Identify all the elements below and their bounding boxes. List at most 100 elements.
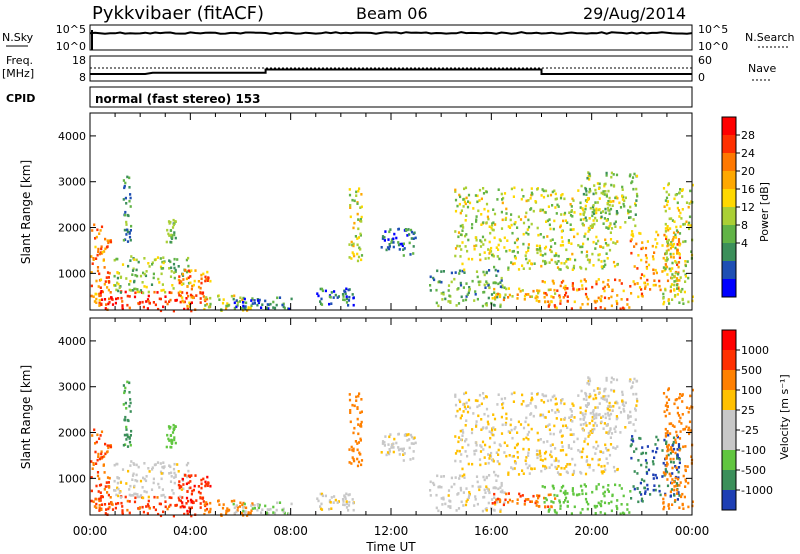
velocity-cell [505,492,508,496]
power-cell [633,265,636,268]
velocity-cell [607,405,610,408]
power-cell [329,296,332,299]
power-cell [614,242,617,245]
power-cell [475,238,478,242]
power-cell [174,220,177,223]
power-cell [466,205,470,209]
power-cell [172,223,175,227]
velocity-cell [673,488,676,492]
power-cell [678,253,681,256]
velocity-cell [122,403,125,406]
power-colorbar-swatch [722,243,736,262]
velocity-cell [160,477,163,481]
velocity-cell [559,504,562,508]
velocity-cell [564,496,568,500]
velocity-cell [475,449,478,452]
velocity-cell [505,412,508,416]
velocity-cell [595,447,598,450]
velocity-cell [607,394,610,398]
velocity-cell [564,492,567,496]
power-cell [665,252,668,255]
velocity-cell [455,509,458,512]
power-cell [552,227,555,231]
power-cell [630,292,633,295]
velocity-cell [514,462,517,465]
power-cell [241,298,244,302]
velocity-cell [624,426,627,429]
velocity-cell [585,398,588,401]
power-cell [128,232,131,235]
power-cell [476,200,479,204]
velocity-cell [666,431,669,435]
velocity-cell [108,476,111,480]
velocity-cell [678,506,681,509]
velocity-cell [493,492,496,496]
velocity-cell [603,490,606,494]
velocity-cell [599,503,602,506]
velocity-cell [498,500,502,504]
velocity-cell [588,392,591,396]
power-cell [124,238,127,241]
power-cell [496,255,499,258]
power-cell [249,306,252,310]
velocity-cell [169,434,173,437]
velocity-cell [500,397,503,401]
velocity-cell [457,492,460,495]
velocity-colorbar-swatch [722,370,736,391]
velocity-cell [482,448,485,451]
power-cell [108,301,111,304]
power-cell [682,269,685,273]
velocity-cell [412,450,415,453]
power-cell [544,252,547,256]
velocity-cell [204,484,207,488]
velocity-cell [144,479,148,483]
power-cell [680,290,683,294]
velocity-cell [616,416,619,420]
power-cell [152,301,155,304]
power-cell [669,252,672,256]
velocity-cell [679,393,682,396]
power-cell [566,266,569,270]
power-cell [429,284,432,287]
power-cell [549,227,552,231]
velocity-cell [352,447,355,451]
velocity-cell [158,486,161,489]
power-cell [566,295,569,298]
power-cell [643,274,646,278]
power-cell [605,195,608,198]
velocity-cell [562,424,565,428]
power-cell [171,236,174,239]
power-cell [173,276,176,280]
velocity-cell [357,441,360,444]
power-cell [459,224,462,228]
velocity-cell [684,485,687,488]
power-cell [317,294,320,298]
power-cell [342,298,345,301]
station-title: Pykkvibaer (fitACF) [92,3,264,24]
power-cell [174,270,177,273]
power-cell [539,247,542,250]
velocity-cell [343,503,346,507]
velocity-cell [408,446,411,450]
velocity-cell [569,408,572,411]
velocity-cell [172,467,176,471]
velocity-cell [671,449,674,453]
velocity-cell [570,447,573,450]
power-cell [522,232,525,236]
power-cell [359,234,362,237]
velocity-cell [681,413,684,416]
velocity-cell [168,464,171,467]
velocity-cell [95,484,98,488]
velocity-cell [690,455,693,458]
velocity-cell [665,470,669,474]
power-ytick-label: 1000 [58,267,86,280]
velocity-cell [206,502,209,506]
velocity-cell [570,410,573,413]
freq-trace [90,68,692,75]
velocity-cell [521,393,524,397]
velocity-cell [141,505,144,509]
velocity-cell [507,471,510,475]
power-cell [94,237,97,240]
velocity-cell [360,463,363,467]
power-cell [345,295,348,298]
